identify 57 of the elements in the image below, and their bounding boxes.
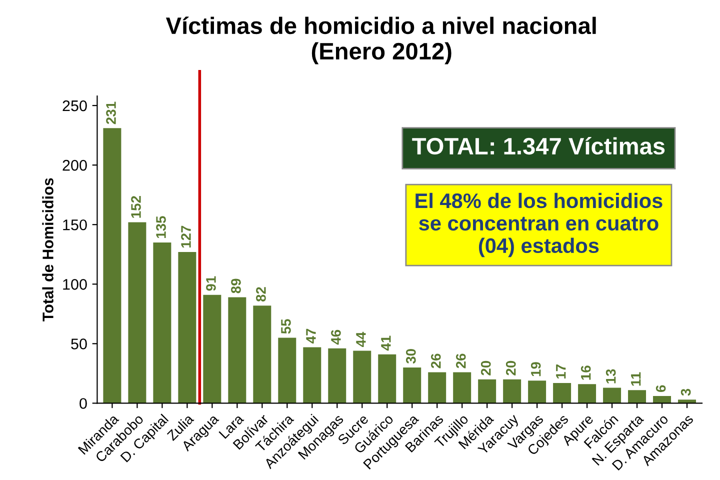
- bar: [378, 354, 396, 404]
- data-label: 26: [456, 354, 466, 368]
- bar: [553, 382, 572, 404]
- bar: [403, 367, 422, 404]
- data-label: 44: [356, 332, 366, 348]
- bar: [528, 380, 546, 404]
- y-axis-title: Total de Homicidios: [42, 178, 54, 322]
- bar: [128, 222, 146, 404]
- y-tick-label: 100: [63, 279, 87, 290]
- data-label: 55: [281, 319, 291, 334]
- bar: [503, 379, 522, 404]
- bar: [253, 306, 272, 404]
- data-label: 89: [231, 278, 241, 294]
- data-label: 3: [680, 388, 691, 396]
- annotation: El 48% de los homicidios se concentran en cuatro (04) estados: [416, 192, 662, 258]
- y-tick-label: 50: [71, 338, 87, 350]
- bar: [328, 348, 346, 404]
- data-label: 46: [331, 330, 341, 345]
- data-label: 41: [381, 336, 391, 351]
- bar: [578, 384, 596, 404]
- data-label: 11: [631, 372, 641, 386]
- bar: [453, 372, 472, 404]
- bar: [178, 252, 196, 404]
- chart-title: Víctimas de homicidio a nivel nacional (Enero 2012): [166, 16, 596, 64]
- annotation: TOTAL: 1.347 Víctimas: [412, 137, 665, 155]
- bar: [303, 347, 322, 404]
- data-label: 19: [530, 362, 541, 376]
- data-label: 152: [131, 196, 141, 218]
- data-label: 231: [106, 102, 116, 124]
- data-label: 13: [606, 369, 616, 384]
- data-label: 47: [306, 328, 316, 344]
- data-label: 91: [206, 276, 216, 291]
- bar: [603, 388, 622, 404]
- bar: [628, 390, 646, 404]
- data-label: 30: [406, 349, 416, 364]
- bar: [153, 242, 172, 404]
- bar: [428, 372, 446, 404]
- bar: [103, 128, 122, 404]
- data-label: 82: [256, 287, 266, 302]
- data-label: 17: [556, 364, 566, 379]
- data-label: 127: [181, 226, 191, 248]
- bar: [203, 294, 222, 404]
- bar: [478, 379, 496, 404]
- bar: [653, 396, 672, 404]
- data-label: 26: [430, 354, 441, 368]
- data-label: 20: [506, 360, 516, 376]
- bar: [353, 350, 372, 404]
- data-label: 6: [656, 385, 666, 392]
- data-label: 20: [480, 360, 491, 376]
- data-label: 135: [156, 216, 166, 238]
- y-tick-label: 250: [62, 100, 87, 112]
- bar: [278, 338, 296, 404]
- bar: [228, 297, 246, 404]
- y-tick-label: 150: [63, 219, 87, 230]
- data-label: 16: [580, 366, 591, 380]
- y-tick-label: 200: [62, 160, 87, 171]
- y-tick-label: 0: [80, 398, 87, 409]
